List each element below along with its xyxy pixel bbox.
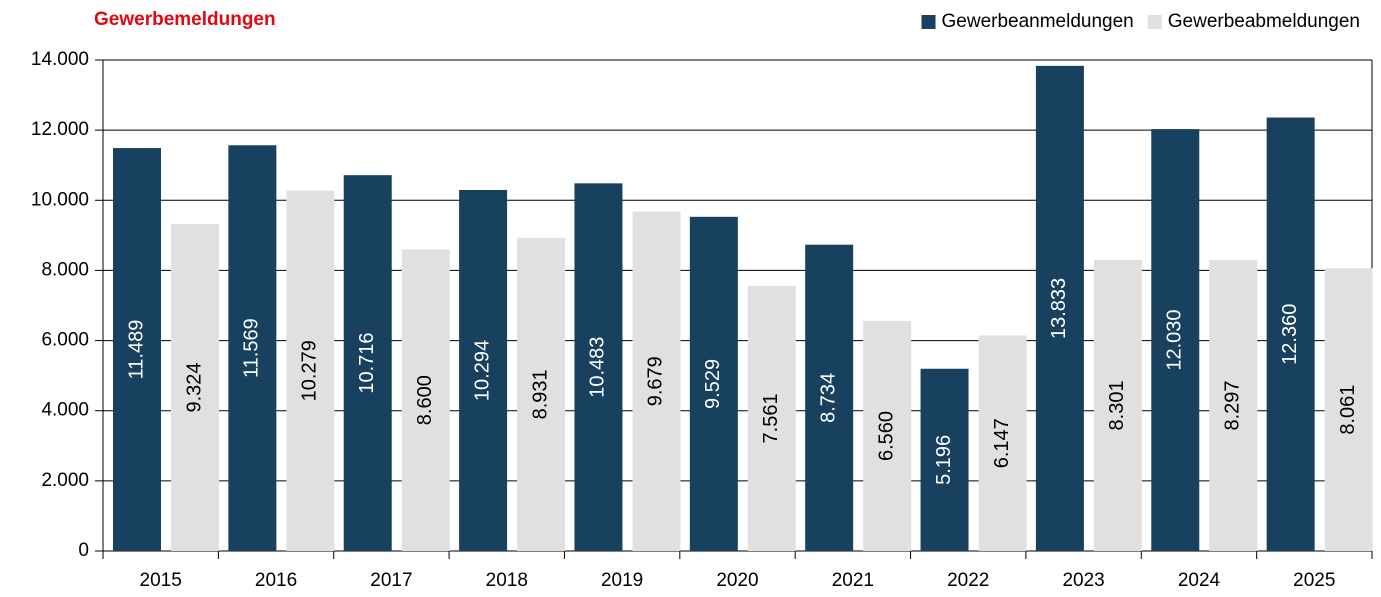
x-tick-label: 2018 [486,570,528,591]
x-tick-label: 2016 [255,570,297,591]
value-label: 9.679 [645,356,667,406]
value-label: 8.061 [1337,385,1359,435]
legend-label: Gewerbeabmeldungen [1168,11,1360,32]
y-tick-label: 8.000 [41,259,89,280]
y-tick-label: 6.000 [41,330,89,351]
bar [574,183,623,552]
value-label: 12.360 [1279,304,1301,365]
value-label: 12.030 [1164,309,1186,370]
x-tick-label: 2019 [601,570,643,591]
value-label: 6.560 [875,411,897,461]
legend-swatch [1147,15,1162,29]
value-label: 9.529 [702,359,724,409]
bar [401,249,450,551]
bar [1093,259,1142,551]
x-tick-label: 2024 [1178,570,1221,591]
bar [632,211,681,551]
x-tick-label: 2021 [832,570,874,591]
x-tick-label: 2015 [140,570,182,591]
y-tick-label: 4.000 [41,400,89,421]
x-tick-label: 2022 [947,570,989,591]
value-label: 13.833 [1048,278,1070,339]
legend-swatch [921,15,936,29]
value-label: 8.734 [817,373,839,423]
bar [113,148,161,551]
x-tick-label: 2017 [370,570,412,591]
value-label: 11.569 [241,318,263,378]
chart-title: Gewerbemeldungen [94,9,276,30]
y-tick-label: 10.000 [31,189,89,210]
bar [171,223,219,551]
bar [863,320,912,551]
bar [1151,129,1200,552]
bar [1035,65,1084,551]
y-tick-label: 14.000 [31,49,89,70]
bar [1266,117,1315,551]
x-tick-label: 2025 [1293,570,1335,591]
bar [1209,260,1258,551]
bar [805,244,854,551]
value-label: 10.483 [587,337,609,398]
value-label: 10.294 [471,340,493,401]
value-label: 8.301 [1106,380,1128,430]
value-label: 10.716 [356,333,378,394]
y-tick-label: 2.000 [41,470,89,491]
bar [286,190,335,551]
bar [343,175,392,552]
bar [747,285,796,551]
value-label: 7.561 [760,393,782,443]
value-label: 5.196 [933,435,955,485]
bar [920,368,969,551]
value-label: 6.147 [991,418,1013,468]
value-label: 8.297 [1222,380,1244,430]
x-tick-label: 2020 [716,570,758,591]
legend-label: Gewerbeanmeldungen [942,11,1134,32]
value-label: 8.931 [529,369,551,419]
bar [459,189,508,551]
value-label: 10.279 [299,340,321,401]
bar [978,335,1027,551]
bar [228,145,277,551]
value-label: 9.324 [183,362,205,412]
x-tick-label: 2023 [1062,570,1104,591]
value-label: 8.600 [414,375,436,425]
bar [689,216,738,551]
value-label: 11.489 [125,320,147,380]
bar [1324,268,1373,551]
y-tick-label: 12.000 [31,119,89,140]
y-tick-label: 0 [78,540,89,561]
bar [517,237,566,551]
